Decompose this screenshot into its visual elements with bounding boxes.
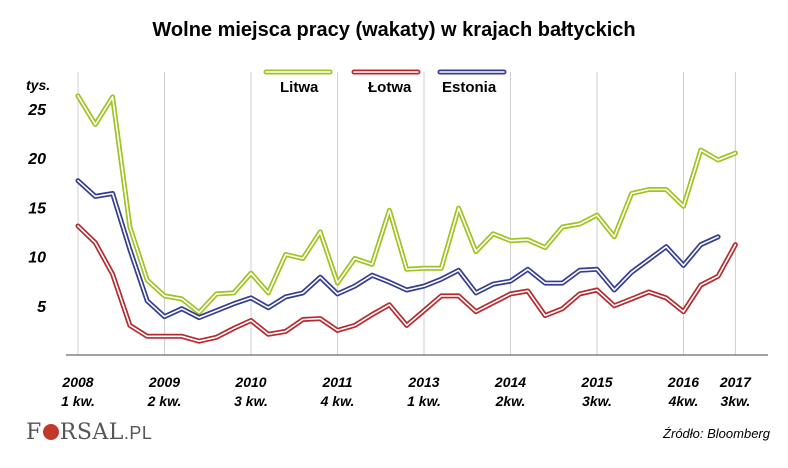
grid-layer — [77, 72, 736, 355]
y-tick-label: 25 — [27, 102, 47, 119]
x-tick-quarter: 1 kw. — [61, 393, 95, 409]
legend: Litwa Łotwa Estonia — [263, 69, 507, 96]
x-tick-year: 2015 — [580, 374, 612, 390]
x-ticks: 2008 1 kw. 2009 2 kw. 2010 3 kw. 2011 4 kw. 2013… — [61, 374, 752, 409]
x-tick-quarter: 3kw. — [582, 393, 612, 409]
legend-label: Litwa — [280, 79, 319, 96]
y-tick-label: 20 — [27, 151, 46, 168]
x-tick-quarter: 3 kw. — [234, 393, 268, 409]
x-tick-year: 2010 — [234, 374, 266, 390]
series-line — [75, 93, 738, 316]
legend-label: Łotwa — [368, 79, 412, 96]
forsal-logo: F RSAL.PL — [26, 420, 153, 445]
x-tick-year: 2013 — [407, 374, 439, 390]
x-tick-quarter: 4kw. — [668, 393, 699, 409]
series-line — [75, 223, 738, 344]
x-tick-quarter: 2kw. — [495, 393, 526, 409]
x-tick-year: 2008 — [61, 374, 93, 390]
x-tick-quarter: 1 kw. — [407, 393, 441, 409]
x-tick-year: 2016 — [667, 374, 699, 390]
legend-label: Estonia — [442, 79, 497, 96]
x-tick-quarter: 2 kw. — [147, 393, 182, 409]
logo-text: RSAL — [59, 420, 124, 445]
series-line-core — [77, 179, 719, 319]
y-tick-label: 5 — [37, 299, 47, 316]
x-tick-year: 2009 — [148, 374, 180, 390]
y-ticks: 5 10 15 20 25 — [27, 102, 47, 316]
logo-suffix: .PL — [123, 423, 153, 443]
x-tick-year: 2014 — [494, 374, 526, 390]
y-tick-label: 15 — [28, 200, 47, 217]
x-tick-quarter: 3kw. — [720, 393, 750, 409]
logo-mark-icon — [42, 424, 59, 440]
series-line-core — [77, 95, 737, 314]
x-tick-year: 2011 — [321, 374, 352, 390]
unit-label: tys. — [26, 77, 50, 93]
source-note: Źródło: Bloomberg — [662, 426, 771, 441]
chart-title: Wolne miejsca pracy (wakaty) w krajach b… — [152, 19, 635, 41]
x-tick-year: 2017 — [719, 374, 752, 390]
x-tick-quarter: 4 kw. — [320, 393, 355, 409]
y-tick-label: 10 — [28, 250, 46, 267]
series-line-core — [77, 225, 737, 343]
series-layer — [75, 93, 738, 344]
